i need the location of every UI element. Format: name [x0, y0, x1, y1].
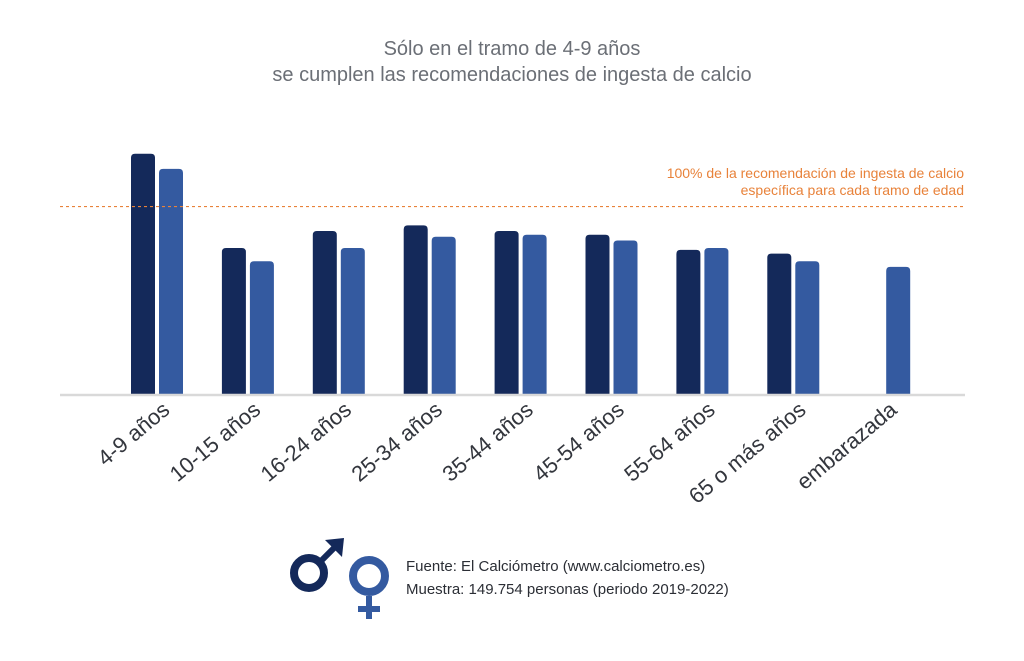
- bar-female-7: [795, 261, 820, 395]
- bar-female-3: [431, 236, 456, 395]
- bar-female-8: [886, 266, 911, 395]
- bar-female-2: [340, 248, 365, 395]
- bars-group: [131, 153, 911, 395]
- bar-male-1: [221, 248, 246, 395]
- x-tick-label-3: 25-34 años: [347, 397, 447, 487]
- female-symbol-icon: [349, 556, 389, 619]
- bar-male-7: [767, 253, 792, 395]
- source-line: Fuente: El Calciómetro (www.calciometro.…: [406, 558, 705, 575]
- bar-male-2: [312, 231, 337, 395]
- chart-title-line-2: se cumplen las recomendaciones de ingest…: [272, 64, 751, 86]
- bar-female-4: [522, 234, 547, 395]
- x-tick-label-8: embarazada: [792, 396, 902, 494]
- reference-label-line-1: 100% de la recomendación de ingesta de c…: [667, 165, 965, 181]
- bar-male-3: [403, 225, 428, 395]
- sample-line: Muestra: 149.754 personas (periodo 2019-…: [406, 581, 729, 598]
- male-symbol-icon: [290, 538, 344, 592]
- x-tick-label-1: 10-15 años: [165, 397, 265, 487]
- x-tick-label-0: 4-9 años: [93, 397, 175, 471]
- x-tick-label-5: 45-54 años: [528, 397, 628, 487]
- bar-female-6: [704, 248, 729, 395]
- bar-male-5: [585, 234, 610, 395]
- chart-title-line-1: Sólo en el tramo de 4-9 años: [384, 38, 641, 60]
- bar-female-1: [249, 261, 274, 395]
- bar-female-0: [159, 168, 183, 395]
- x-tick-label-4: 35-44 años: [437, 397, 537, 487]
- bar-male-0: [131, 153, 155, 395]
- bar-male-6: [676, 249, 701, 395]
- bar-female-5: [613, 240, 638, 395]
- bar-male-4: [494, 231, 519, 395]
- reference-label-line-2: específica para cada tramo de edad: [741, 182, 964, 198]
- x-tick-label-2: 16-24 años: [256, 397, 356, 487]
